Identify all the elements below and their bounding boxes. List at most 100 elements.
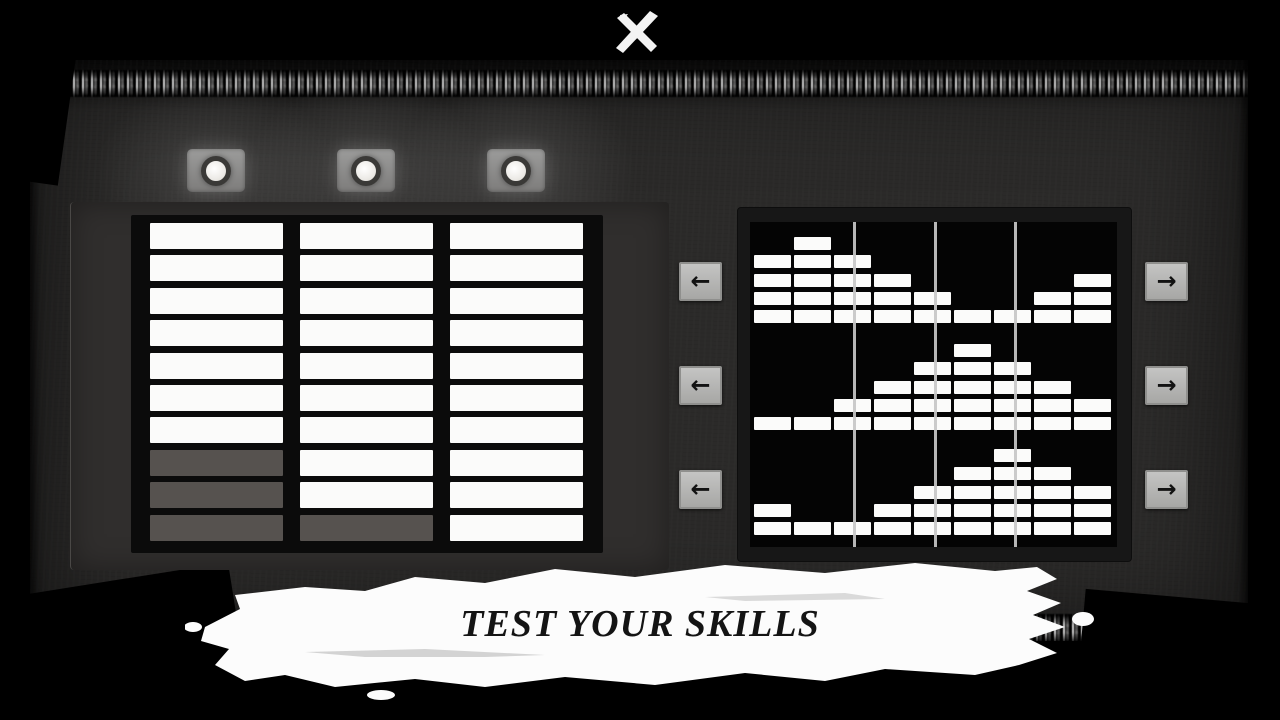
pattern-block-section-3-c5-r5 [914, 522, 951, 536]
pattern-block-section-3-c7-r2 [994, 467, 1031, 481]
pattern-block-section-2-c7-r3 [994, 380, 1031, 394]
pattern-block-section-1-c4-r5 [874, 310, 911, 324]
answer-bar-c1-r2 [150, 255, 283, 282]
pattern-block-section-1-c9-r4 [1074, 291, 1111, 305]
answer-bar-c3-r8 [450, 449, 583, 476]
pattern-block-section-3-c5-r4 [914, 503, 951, 517]
close-icon [616, 11, 658, 53]
pattern-block-section-2-c9-r4 [1074, 398, 1111, 412]
answer-bar-c3-r6 [450, 385, 583, 411]
answer-bar-c1-r4 [150, 320, 283, 347]
pattern-block-section-3-c8-r5 [1034, 522, 1071, 536]
pattern-block-section-3-c8-r2 [1034, 467, 1071, 481]
pattern-block-section-1-c8-r4 [1034, 291, 1071, 305]
light-3 [487, 149, 545, 192]
pattern-block-section-3-c6-r3 [954, 485, 991, 499]
answer-bar-c1-r7 [150, 417, 283, 444]
answer-bar-c3-r4 [450, 320, 583, 347]
paint-stroke-banner [185, 563, 1094, 700]
light-2 [337, 149, 395, 192]
pattern-block-section-1-c9-r3 [1074, 273, 1111, 287]
pattern-block-section-1-c1-r3 [754, 273, 791, 287]
close-button[interactable] [608, 6, 664, 58]
pattern-block-section-2-c5-r2 [914, 362, 951, 376]
answer-bar-c1-r8 [150, 449, 283, 476]
answer-bar-c2-r9 [300, 482, 433, 509]
pattern-block-section-2-c8-r3 [1034, 380, 1071, 394]
pattern-block-section-3-c7-r5 [994, 522, 1031, 536]
answer-bar-c3-r5 [450, 352, 583, 379]
pattern-block-section-3-c4-r5 [874, 522, 911, 536]
pattern-block-section-2-c8-r5 [1034, 417, 1071, 431]
pattern-block-section-1-c3-r4 [834, 291, 871, 305]
answer-bar-c3-r7 [450, 417, 583, 444]
answer-bar-c2-r4 [300, 320, 433, 347]
pattern-block-section-1-c5-r5 [914, 310, 951, 324]
pattern-block-section-2-c7-r5 [994, 417, 1031, 431]
frame-corner-bottomright [1075, 588, 1280, 720]
pattern-block-section-3-c3-r5 [834, 522, 871, 536]
answer-bar-c1-r9 [150, 482, 283, 509]
answer-bar-c3-r10 [450, 514, 583, 541]
pattern-block-section-2-c2-r5 [794, 417, 831, 431]
pattern-block-section-2-c5-r3 [914, 380, 951, 394]
pattern-block-section-2-c1-r5 [754, 417, 791, 431]
answer-bar-c2-r10 [300, 514, 433, 541]
pattern-block-section-3-c5-r3 [914, 485, 951, 499]
pattern-block-section-2-c3-r5 [834, 417, 871, 431]
banner-title: TEST YOUR SKILLS [460, 603, 820, 645]
pattern-block-section-1-c3-r5 [834, 310, 871, 324]
pattern-block-section-2-c6-r3 [954, 380, 991, 394]
pattern-block-section-3-c6-r2 [954, 467, 991, 481]
arrow-left-icon: ← [690, 475, 711, 503]
pattern-block-section-1-c4-r3 [874, 273, 911, 287]
pattern-block-section-1-c2-r1 [794, 237, 831, 250]
pattern-block-section-3-c9-r3 [1074, 485, 1111, 499]
pattern-divider-2 [933, 222, 937, 547]
arrow-right-icon: → [1156, 267, 1177, 295]
pattern-block-section-3-c7-r1 [994, 449, 1031, 462]
shift-right-button-3[interactable]: → [1145, 470, 1188, 509]
answer-bar-c3-r2 [450, 255, 583, 282]
pattern-block-section-1-c3-r3 [834, 273, 871, 287]
pattern-block-section-1-c2-r4 [794, 291, 831, 305]
shift-left-button-1[interactable]: ← [679, 262, 722, 301]
answer-bar-c2-r7 [300, 417, 433, 444]
pattern-block-section-1-c1-r4 [754, 291, 791, 305]
pattern-block-section-1-c1-r2 [754, 255, 791, 269]
answer-board [131, 215, 603, 553]
pattern-block-section-2-c6-r4 [954, 398, 991, 412]
shift-right-button-1[interactable]: → [1145, 262, 1188, 301]
pattern-block-section-1-c7-r5 [994, 310, 1031, 324]
bulb-icon [351, 155, 381, 186]
answer-bar-c1-r5 [150, 352, 283, 379]
answer-bar-c3-r9 [450, 482, 583, 509]
answer-bar-c1-r1 [150, 223, 283, 249]
pattern-block-section-3-c8-r3 [1034, 485, 1071, 499]
answer-bar-c3-r1 [450, 223, 583, 249]
pattern-block-section-3-c4-r4 [874, 503, 911, 517]
shift-left-button-2[interactable]: ← [679, 366, 722, 405]
shift-right-controls: → → → [1145, 262, 1188, 510]
pattern-block-section-1-c3-r2 [834, 255, 871, 269]
answer-bar-c2-r3 [300, 287, 433, 314]
pattern-block-section-3-c2-r5 [794, 522, 831, 536]
pattern-block-section-3-c7-r4 [994, 503, 1031, 517]
arrow-right-icon: → [1156, 475, 1177, 503]
arrow-left-icon: ← [690, 371, 711, 399]
light-1 [187, 149, 245, 192]
pattern-block-section-1-c2-r2 [794, 255, 831, 269]
pattern-block-section-3-c9-r5 [1074, 522, 1111, 536]
grunge-band-top [28, 70, 1252, 97]
pattern-block-section-2-c4-r3 [874, 380, 911, 394]
bulb-icon [501, 155, 531, 186]
shift-left-button-3[interactable]: ← [679, 470, 722, 509]
pattern-block-section-2-c7-r2 [994, 362, 1031, 376]
pattern-block-section-1-c6-r5 [954, 310, 991, 324]
arrow-left-icon: ← [690, 267, 711, 295]
answer-bar-c1-r10 [150, 514, 283, 541]
shift-right-button-2[interactable]: → [1145, 366, 1188, 405]
pattern-block-section-2-c8-r4 [1034, 398, 1071, 412]
answer-bar-c2-r5 [300, 352, 433, 379]
